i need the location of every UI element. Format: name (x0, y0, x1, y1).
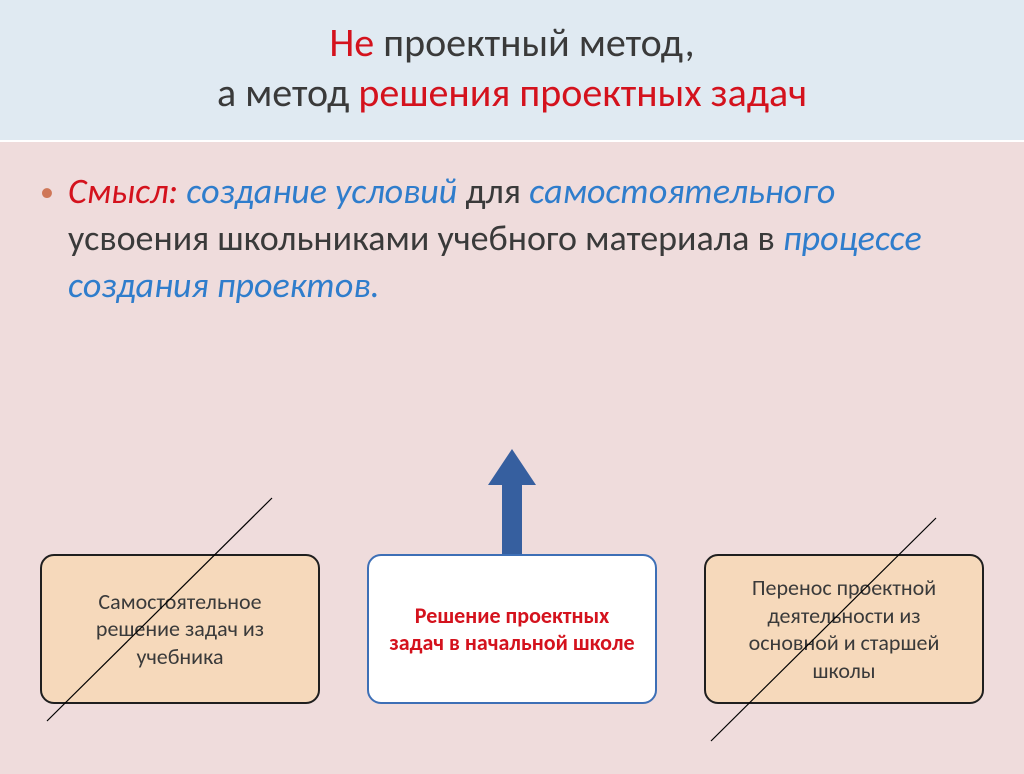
bullet-span-blue-2: самостоятельного (529, 169, 835, 213)
title-line2-red: решения проектных задач (358, 68, 807, 117)
bullet-marker-icon: • (40, 174, 54, 209)
bullet-span-dark-1: для (465, 169, 529, 213)
card-right-text: Перенос проектной деятельности из основн… (724, 574, 964, 684)
bullet-text: Смысл: создание условий для самостоятель… (68, 168, 984, 308)
bullet-label: Смысл: (68, 169, 178, 213)
arrow-up-icon (488, 449, 536, 569)
content-panel: • Смысл: создание условий для самостояте… (0, 142, 1024, 774)
card-center-text: Решение проектных задач в начальной школ… (387, 602, 637, 657)
slide-title: Не проектный метод, а метод решения прое… (0, 0, 1024, 140)
bullet-span-dark-2: усвоения школьниками учебного материала … (68, 216, 783, 260)
title-line2-dark: а метод (217, 68, 358, 117)
card-left: Самостоятельное решение задач из учебник… (40, 554, 320, 704)
bullet-item: • Смысл: создание условий для самостояте… (40, 168, 984, 308)
card-left-text: Самостоятельное решение задач из учебник… (60, 588, 300, 671)
cards-row: Самостоятельное решение задач из учебник… (40, 554, 984, 704)
bullet-span-blue-1: создание условий (178, 169, 465, 213)
card-center: Решение проектных задач в начальной школ… (367, 554, 657, 704)
card-right: Перенос проектной деятельности из основн… (704, 554, 984, 704)
title-line1-red: Не (329, 18, 383, 67)
title-line1-dark: проектный метод, (383, 18, 694, 67)
